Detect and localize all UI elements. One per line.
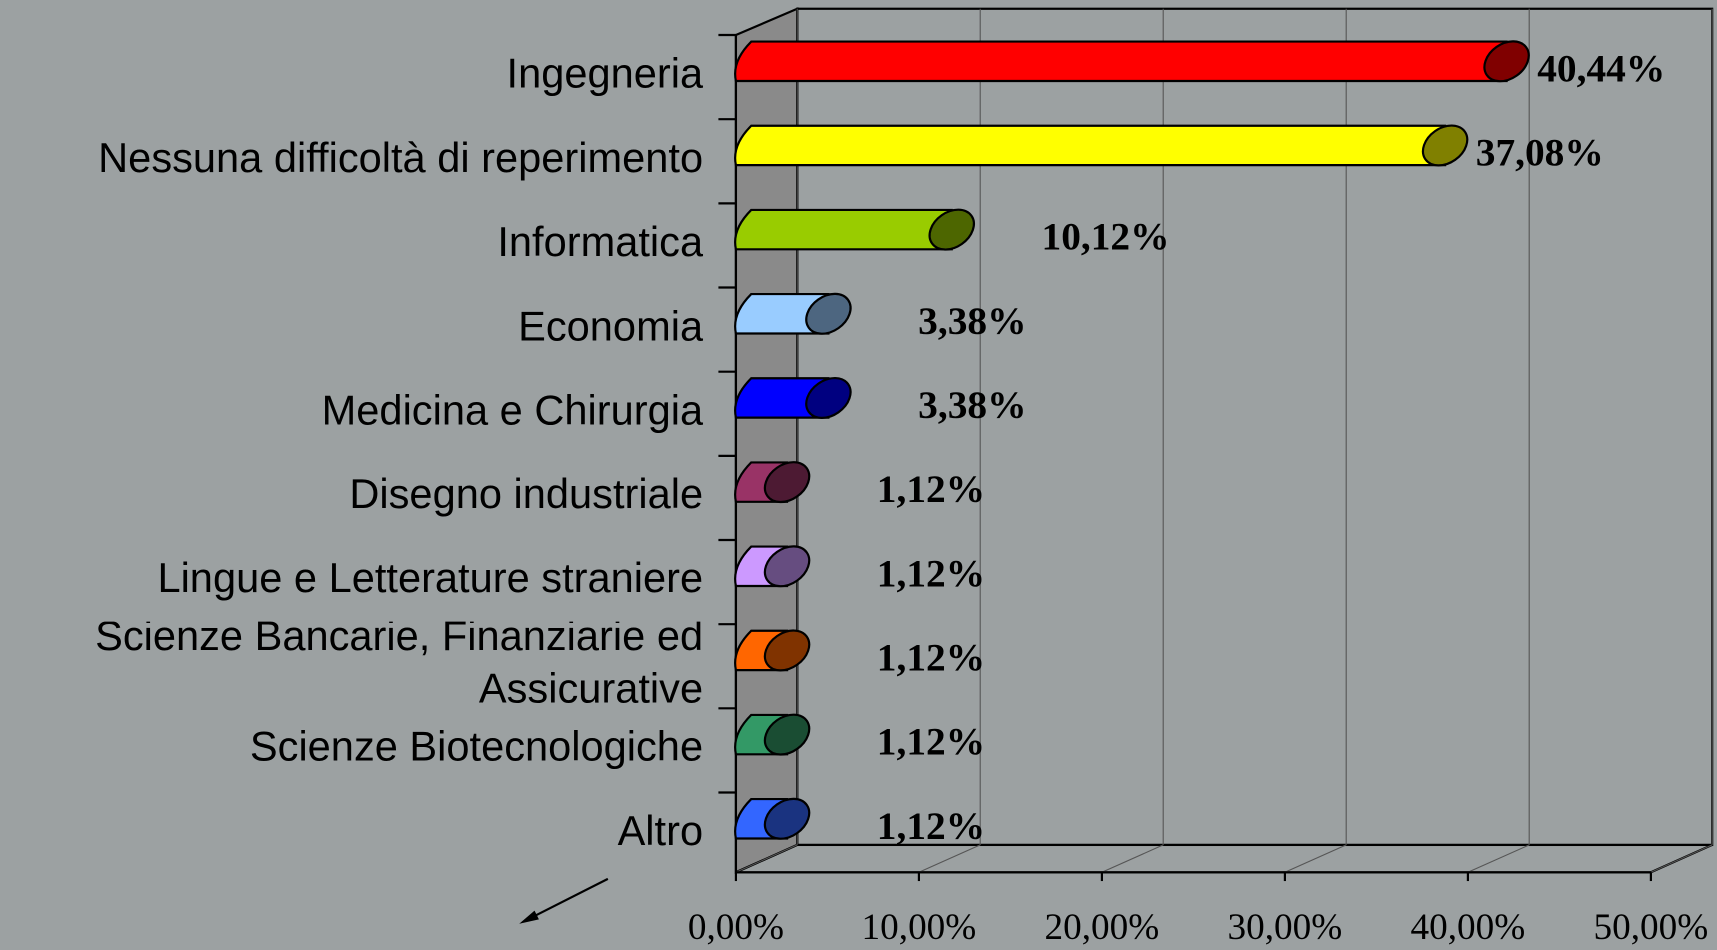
value-label: 3,38% — [918, 383, 1026, 427]
category-label-box: Informatica — [0, 201, 703, 285]
category-label: Lingue e Letterature straniere — [0, 537, 703, 621]
chart: 0,00% 10,00% 20,00% 30,00% 40,00% 50,00% Ingeg… — [0, 0, 1717, 950]
value-label: 10,12% — [1042, 215, 1170, 259]
value-label: 37,08% — [1476, 130, 1604, 174]
category-label-box: Scienze Bancarie, Finanziarie ed Assicur… — [0, 621, 703, 705]
value-label: 1,12% — [877, 804, 985, 848]
category-label: Ingegneria — [0, 32, 703, 116]
category-label-box: Medicina e Chirurgia — [0, 369, 703, 453]
category-label: Nessuna difficoltà di reperimento — [0, 116, 703, 200]
category-label: Medicina e Chirurgia — [0, 369, 703, 453]
value-label: 40,44% — [1537, 46, 1665, 90]
bar — [735, 42, 1506, 81]
category-label: Altro — [0, 790, 703, 874]
category-label: Scienze Biotecnologiche — [0, 706, 703, 790]
bar — [735, 210, 952, 249]
x-tick-label: 40,00% — [1411, 907, 1526, 948]
value-label: 1,12% — [877, 551, 985, 595]
category-label-box: Lingue e Letterature straniere — [0, 537, 703, 621]
category-label-box: Economia — [0, 285, 703, 369]
category-label-box: Disegno industriale — [0, 453, 703, 537]
category-label: Economia — [0, 285, 703, 369]
x-tick-label: 20,00% — [1045, 907, 1160, 948]
x-tick-label: 30,00% — [1228, 907, 1343, 948]
x-tick-label: 50,00% — [1594, 907, 1709, 948]
x-tick-label: 10,00% — [862, 907, 977, 948]
category-label-box: Altro — [0, 790, 703, 874]
category-label: Informatica — [0, 201, 703, 285]
bar — [735, 126, 1445, 165]
value-label: 3,38% — [918, 299, 1026, 343]
category-label: Disegno industriale — [0, 453, 703, 537]
value-label: 1,12% — [877, 720, 985, 764]
category-label: Scienze Bancarie, Finanziarie ed Assicur… — [0, 621, 703, 705]
value-label: 1,12% — [877, 635, 985, 679]
value-label: 1,12% — [877, 467, 985, 511]
category-label-box: Nessuna difficoltà di reperimento — [0, 116, 703, 200]
category-label-box: Scienze Biotecnologiche — [0, 706, 703, 790]
category-label-box: Ingegneria — [0, 32, 703, 116]
x-tick-label: 0,00% — [688, 907, 784, 948]
page: 0,00% 10,00% 20,00% 30,00% 40,00% 50,00% Ingeg… — [0, 0, 1717, 950]
